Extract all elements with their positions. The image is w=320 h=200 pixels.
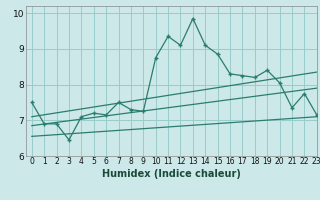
X-axis label: Humidex (Indice chaleur): Humidex (Indice chaleur) [102,169,241,179]
